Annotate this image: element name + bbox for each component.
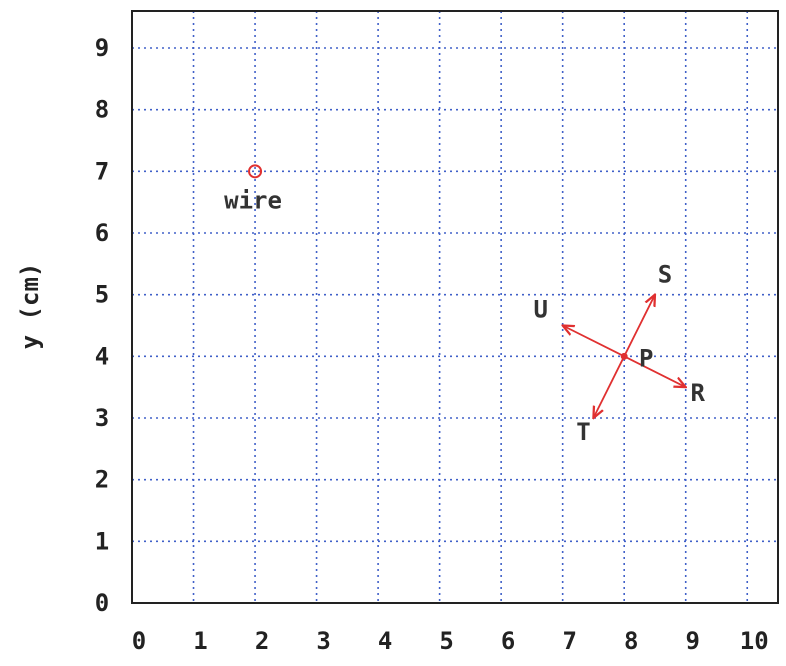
y-tick-label: 2	[95, 466, 109, 494]
x-tick-label: 5	[439, 627, 453, 655]
grid-lines	[132, 11, 778, 603]
vector-arrow-r	[623, 355, 686, 387]
y-tick-label: 7	[95, 157, 109, 185]
x-tick-label: 3	[316, 627, 330, 655]
y-tick-label: 4	[95, 342, 109, 370]
point-p-marker	[620, 352, 628, 360]
x-tick-label: 8	[624, 627, 638, 655]
vector-label-u: U	[533, 296, 547, 324]
vector-arrow-u	[563, 326, 625, 358]
wire-label: wire	[224, 186, 282, 214]
point-p-label: P	[639, 344, 653, 372]
y-tick-label: 0	[95, 589, 109, 617]
plot-frame	[131, 10, 779, 604]
x-tick-label: 1	[193, 627, 207, 655]
y-tick-label: 5	[95, 281, 109, 309]
x-tick-label: 0	[132, 627, 146, 655]
vector-arrow-s	[623, 295, 655, 357]
x-tick-label: 4	[378, 627, 392, 655]
vector-label-s: S	[658, 261, 672, 289]
x-tick-label: 6	[501, 627, 515, 655]
wire-marker	[248, 164, 263, 179]
y-axis-ticks: 0 1 2 3 4 5 6 7 8 9	[95, 34, 109, 617]
y-tick-label: 1	[95, 527, 109, 555]
x-tick-label: 7	[562, 627, 576, 655]
vector-label-r: R	[690, 379, 705, 407]
x-tick-label: 10	[740, 627, 769, 655]
y-axis-label: y (cm)	[16, 263, 44, 350]
x-tick-label: 9	[685, 627, 699, 655]
y-tick-label: 6	[95, 219, 109, 247]
x-axis-ticks: 0 1 2 3 4 5 6 7 8 9 10	[132, 627, 769, 655]
y-tick-label: 3	[95, 404, 109, 432]
diagram-marks: wire S R T U P	[224, 164, 705, 446]
y-tick-label: 8	[95, 96, 109, 124]
vector-arrow-t	[593, 355, 625, 418]
vector-label-t: T	[576, 418, 590, 446]
x-tick-label: 2	[255, 627, 269, 655]
y-tick-label: 9	[95, 34, 109, 62]
